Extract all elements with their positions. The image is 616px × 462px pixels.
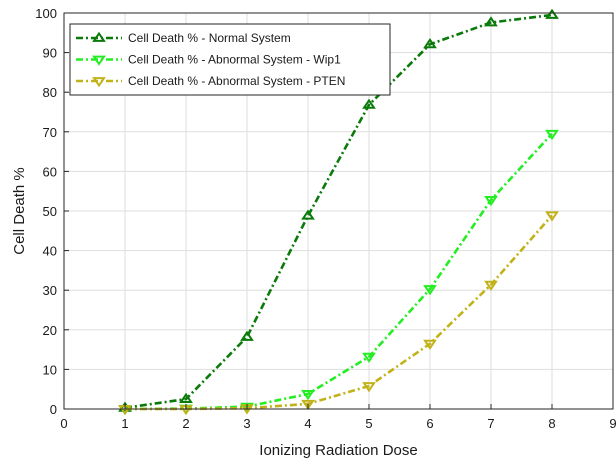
x-axis: 0 1 2 3 4 5 6 7 8 9 (60, 404, 616, 431)
legend-box (69, 23, 391, 96)
x-tick-label: 6 (426, 416, 433, 431)
legend-label: Cell Death % - Normal System (128, 31, 291, 45)
y-tick-label: 40 (43, 244, 57, 259)
data-point (423, 285, 437, 296)
series-1 (118, 8, 559, 412)
x-tick-label: 3 (243, 416, 250, 431)
x-tick-label: 8 (548, 416, 555, 431)
x-tick-label: 5 (365, 416, 372, 431)
data-point (484, 280, 498, 291)
y-tick-label: 10 (43, 362, 57, 377)
y-tick-label: 80 (43, 85, 57, 100)
legend-label: Cell Death % - Abnormal System - PTEN (128, 74, 345, 88)
legend-marker (92, 55, 106, 66)
data-point (423, 37, 437, 49)
data-point (484, 195, 498, 207)
data-point (362, 382, 376, 393)
y-axis-title: Cell Death % (11, 167, 28, 255)
legend-item: Cell Death % - Abnormal System - PTEN (76, 74, 345, 88)
data-point (362, 352, 376, 364)
y-axis: 0 10 20 30 40 50 60 70 80 90 100 (35, 6, 69, 417)
data-point (240, 330, 254, 341)
data-point (484, 16, 498, 27)
x-tick-label: 7 (487, 416, 494, 431)
x-tick-label: 0 (60, 416, 67, 431)
data-point (179, 392, 193, 404)
data-point (423, 339, 437, 350)
x-tick-label: 2 (182, 416, 189, 431)
y-tick-label: 90 (43, 46, 57, 61)
y-tick-label: 60 (43, 164, 57, 179)
y-tick-label: 30 (43, 283, 57, 298)
legend-marker (92, 77, 106, 88)
y-tick-label: 70 (43, 125, 57, 140)
data-point (301, 390, 315, 401)
legend: Cell Death % - Normal System Cell Death %… (69, 23, 391, 96)
data-point (362, 98, 376, 109)
y-tick-label: 100 (35, 6, 57, 21)
legend-item: Cell Death % - Normal System (76, 31, 291, 45)
data-point (545, 129, 559, 141)
x-tick-label: 9 (609, 416, 616, 431)
data-point (545, 211, 559, 222)
legend-item: Cell Death % - Abnormal System - Wip1 (76, 53, 341, 67)
x-tick-label: 1 (121, 416, 128, 431)
series-line (124, 13, 553, 410)
x-axis-title: Ionizing Radiation Dose (259, 442, 417, 459)
y-tick-label: 20 (43, 323, 57, 338)
data-point (301, 209, 315, 220)
data-point (545, 8, 559, 19)
y-tick-label: 0 (50, 402, 57, 417)
data-point (301, 399, 315, 411)
legend-marker (92, 31, 106, 42)
y-tick-label: 50 (43, 204, 57, 219)
x-tick-label: 4 (304, 416, 311, 431)
legend-label: Cell Death % - Abnormal System - Wip1 (128, 53, 341, 67)
